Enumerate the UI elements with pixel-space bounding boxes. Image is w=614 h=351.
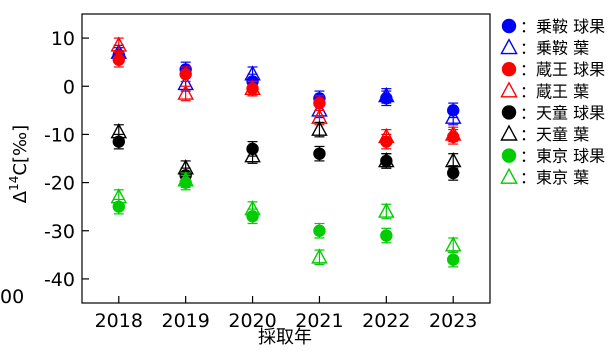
- y-axis-title-rest: C[‰]: [10, 125, 31, 176]
- data-point-circle-marker: [447, 253, 460, 266]
- data-point-triangle-marker: [378, 127, 395, 144]
- legend-circle-marker: [501, 61, 517, 77]
- series-7: [110, 171, 462, 266]
- legend-label: ：蔵王 葉: [520, 82, 589, 101]
- legend-label: ：東京 葉: [520, 168, 589, 187]
- x-tick-label: 2021: [295, 310, 343, 332]
- data-point-triangle-marker: [311, 120, 328, 136]
- legend-circle-marker: [501, 148, 517, 163]
- plot-frame: [81, 13, 491, 304]
- data-point-triangle-marker: [444, 125, 462, 141]
- y-tick-label: -10: [44, 124, 75, 146]
- legend-label: ：乗鞍 球果: [520, 17, 605, 36]
- data-point-triangle-marker: [110, 36, 128, 52]
- legend: ：乗鞍 球果 ：乗鞍 葉 ：蔵王 球果 ：蔵王 葉 ：天童 球果 ：天童 葉 ：東京 球果 ：…: [500, 17, 605, 187]
- legend-item: ：乗鞍 球果: [501, 17, 605, 36]
- legend-triangle-marker: [500, 124, 518, 141]
- legend-item: ：天童 球果: [501, 103, 605, 122]
- data-point-circle-marker: [313, 96, 326, 110]
- legend-item: ：東京 球果: [501, 147, 605, 166]
- series-0: [112, 47, 460, 119]
- data-point-triangle-marker: [177, 171, 194, 187]
- partial-left-tick-label: 00: [0, 286, 24, 308]
- data-point-triangle-marker: [244, 147, 261, 163]
- y-tick-label: 10: [51, 28, 75, 50]
- y-axis-title-delta: Δ: [10, 190, 31, 203]
- data-point-triangle-marker: [244, 79, 261, 95]
- legend-circle-marker: [501, 18, 517, 34]
- y-tick-label: -40: [44, 269, 75, 291]
- data-point-circle-marker: [112, 53, 125, 66]
- series-2: [112, 51, 460, 150]
- legend-triangle-marker: [500, 38, 518, 55]
- data-point-triangle-marker: [444, 236, 462, 252]
- data-point-triangle-marker: [311, 248, 328, 264]
- x-tick-label: 2019: [161, 310, 209, 332]
- data-point-circle-marker: [313, 147, 326, 160]
- y-tick-label: 0: [63, 76, 75, 98]
- data-point-triangle-marker: [378, 151, 395, 168]
- axes: 10 0 -10 -20 -30 -40 2018 2019 2020 2021 2022 2023: [44, 13, 491, 332]
- data-point-circle-marker: [447, 166, 460, 180]
- x-axis-title: 採取年: [258, 327, 312, 348]
- series-1: [110, 43, 462, 126]
- x-tick-label: 2023: [429, 310, 477, 332]
- series-6: [112, 174, 460, 268]
- legend-item: ：乗鞍 葉: [500, 38, 589, 58]
- legend-triangle-marker: [500, 81, 518, 98]
- legend-label: ：天童 葉: [520, 125, 589, 144]
- legend-label: ：天童 球果: [520, 103, 605, 122]
- data-point-triangle-marker: [378, 202, 395, 218]
- series-4: [112, 133, 460, 184]
- data-point-circle-marker: [112, 200, 125, 213]
- x-tick-label: 2020: [228, 310, 276, 332]
- y-axis-title: Δ14C[‰]: [7, 125, 31, 203]
- data-point-triangle-marker: [444, 151, 462, 168]
- legend-triangle-marker: [500, 167, 518, 184]
- x-tick-label: 2018: [95, 310, 143, 332]
- y-tick-label: -30: [44, 221, 75, 243]
- legend-circle-marker: [501, 105, 517, 120]
- x-tick-label: 2022: [362, 310, 410, 332]
- data-point-circle-marker: [313, 224, 326, 237]
- data-point-triangle-marker: [177, 84, 194, 100]
- legend-label: ：蔵王 球果: [520, 60, 605, 79]
- y-axis-title-sup: 14: [7, 176, 21, 191]
- plot-area: [110, 36, 462, 268]
- series-5: [110, 120, 462, 176]
- legend-label: ：乗鞍 葉: [520, 39, 589, 58]
- data-point-circle-marker: [112, 135, 125, 148]
- data-point-triangle-marker: [378, 86, 395, 103]
- legend-item: ：蔵王 球果: [501, 60, 605, 79]
- data-point-circle-marker: [380, 229, 393, 242]
- data-point-triangle-marker: [110, 123, 128, 139]
- legend-label: ：東京 球果: [520, 147, 605, 166]
- legend-item: ：東京 葉: [500, 167, 589, 187]
- legend-item: ：蔵王 葉: [500, 81, 589, 101]
- data-point-circle-marker: [179, 68, 192, 81]
- y-tick-label: -20: [44, 173, 75, 195]
- legend-item: ：天童 葉: [500, 124, 589, 144]
- data-point-triangle-marker: [244, 200, 261, 216]
- data-point-triangle-marker: [444, 108, 462, 124]
- series-3: [110, 36, 462, 145]
- data-point-triangle-marker: [110, 188, 128, 204]
